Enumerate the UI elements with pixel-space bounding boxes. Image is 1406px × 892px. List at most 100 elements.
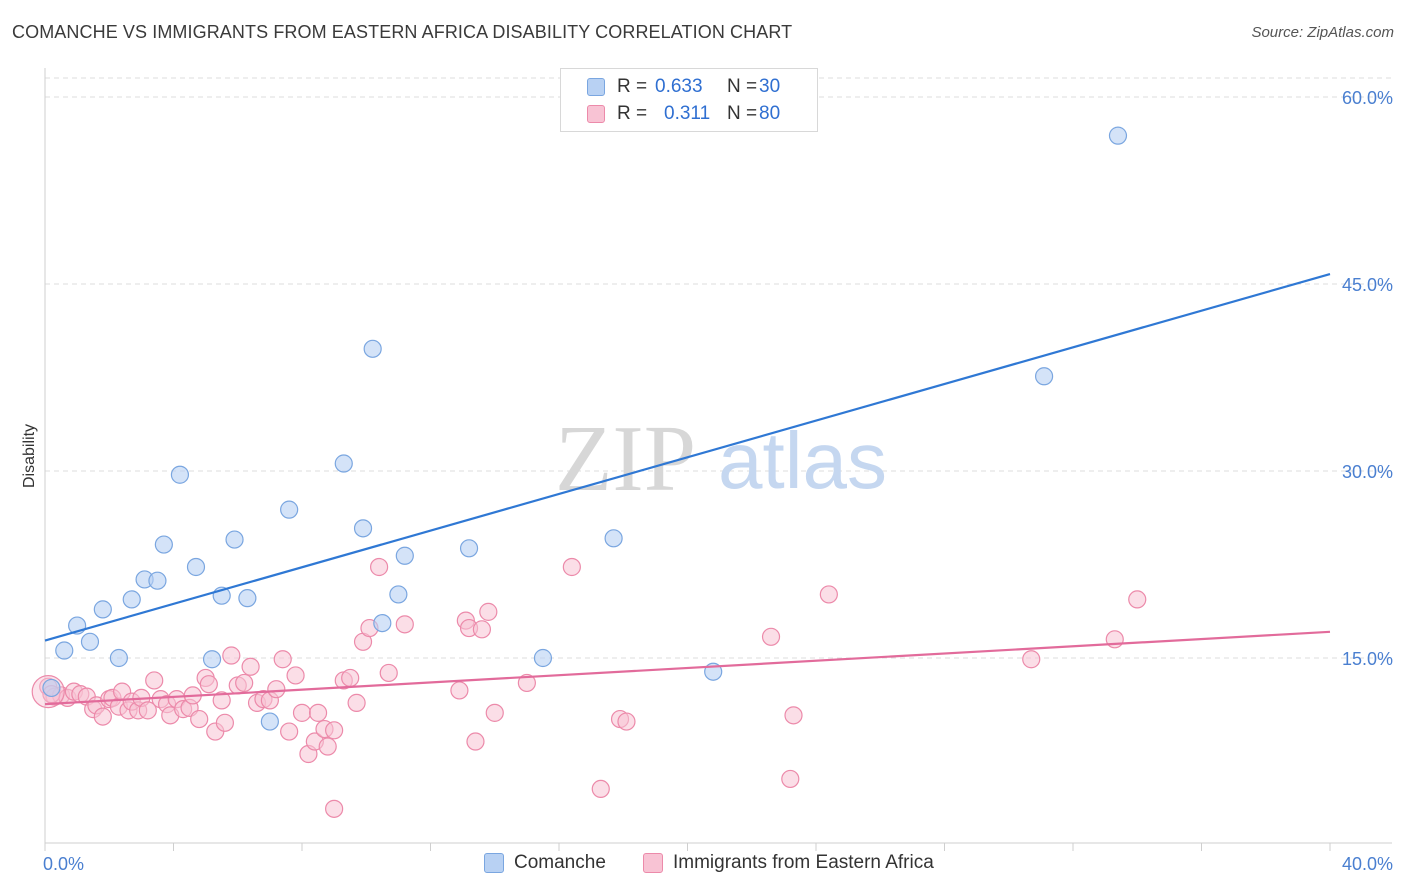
series-legend-immigrants[interactable]: Immigrants from Eastern Africa xyxy=(643,852,934,874)
immigrants-point xyxy=(781,769,800,789)
immigrants-point xyxy=(479,602,498,621)
immigrants-point xyxy=(308,703,328,722)
comanche-point xyxy=(533,648,553,668)
y-tick-label: 30.0% xyxy=(1342,462,1393,482)
comanche-point xyxy=(238,589,257,608)
comanche-point xyxy=(93,600,112,619)
immigrants-trend-line xyxy=(44,630,1331,706)
axis-labels: Disability 15.0% 30.0% 45.0% 60.0% 0.0% 40.0% xyxy=(21,88,1393,874)
immigrants-point xyxy=(472,620,491,639)
immigrants-point xyxy=(485,703,504,722)
immigrants-point xyxy=(267,680,286,699)
immigrants-point xyxy=(215,713,234,732)
y-tick-label: 60.0% xyxy=(1342,88,1393,108)
comanche-trend-line xyxy=(44,272,1331,642)
y-tick-label: 45.0% xyxy=(1342,275,1393,295)
comanche-point xyxy=(42,678,61,698)
source-label: Source: ZipAtlas.com xyxy=(1251,24,1394,41)
immigrants-point xyxy=(466,732,485,751)
immigrants-point xyxy=(395,615,414,634)
comanche-point xyxy=(280,500,299,519)
comanche-point xyxy=(1108,126,1128,145)
y-axis-label: Disability xyxy=(21,424,38,488)
immigrants-point xyxy=(784,706,803,725)
comanche-point xyxy=(109,648,128,668)
legend-n-value: 80 xyxy=(759,103,781,124)
immigrants-point xyxy=(591,779,610,799)
comanche-point xyxy=(122,590,141,609)
series-swatch-immigrants xyxy=(643,853,663,873)
immigrants-point xyxy=(379,663,398,683)
legend-r-label: R = xyxy=(617,76,648,97)
immigrants-point xyxy=(1128,590,1147,609)
comanche-point xyxy=(389,585,408,604)
immigrants-point xyxy=(222,646,241,665)
legend-row-comanche: R = 0.633 N = 30 xyxy=(587,74,780,100)
immigrants-point xyxy=(212,691,231,710)
series-legend: Comanche Immigrants from Eastern Africa xyxy=(0,852,1406,878)
comanche-point xyxy=(459,539,479,558)
immigrants-point xyxy=(517,673,536,693)
comanche-point xyxy=(353,519,373,538)
series-legend-comanche[interactable]: Comanche xyxy=(484,852,606,874)
comanche-point xyxy=(80,632,100,651)
immigrants-point xyxy=(318,737,337,756)
immigrants-point xyxy=(280,722,299,741)
immigrants-point xyxy=(286,666,305,685)
trend-lines xyxy=(44,272,1331,706)
series-legend-label: Immigrants from Eastern Africa xyxy=(673,852,934,873)
watermark-zip: ZIP xyxy=(555,407,696,511)
comanche-point xyxy=(154,535,173,554)
comanche-point xyxy=(334,454,353,473)
immigrants-point xyxy=(292,703,312,722)
comanche-point xyxy=(148,571,167,590)
immigrants-point xyxy=(761,627,781,646)
immigrants-point xyxy=(190,709,209,729)
immigrants-point xyxy=(138,701,157,720)
legend-swatch-comanche xyxy=(587,78,605,96)
immigrants-point xyxy=(450,681,469,700)
comanche-point xyxy=(373,613,392,633)
comanche-point xyxy=(170,465,190,484)
x-tick-label: 0.0% xyxy=(43,854,84,874)
immigrants-point xyxy=(273,650,292,669)
comanche-point xyxy=(363,339,382,358)
grid-lines xyxy=(45,77,1392,659)
correlation-legend: R = 0.633 N = 30 R = 0.311 N = 80 xyxy=(560,68,818,132)
watermark: ZIP atlas xyxy=(555,407,887,511)
immigrants-point xyxy=(341,668,360,688)
series-legend-label: Comanche xyxy=(514,852,606,873)
immigrants-point xyxy=(617,712,636,731)
immigrants-point xyxy=(93,707,112,726)
immigrants-point xyxy=(347,693,366,712)
chart-title: COMANCHE VS IMMIGRANTS FROM EASTERN AFRI… xyxy=(12,22,793,42)
axes xyxy=(44,68,1392,851)
legend-row-immigrants: R = 0.311 N = 80 xyxy=(587,101,780,127)
comanche-point xyxy=(55,641,74,660)
immigrants-point xyxy=(199,675,218,694)
series-swatch-comanche xyxy=(484,853,504,873)
comanche-points xyxy=(42,126,1128,731)
comanche-point xyxy=(186,557,206,577)
immigrants-point xyxy=(370,557,389,577)
immigrants-point xyxy=(241,657,260,676)
immigrants-point xyxy=(562,557,581,577)
comanche-point xyxy=(604,529,623,548)
watermark-atlas: atlas xyxy=(718,416,887,505)
comanche-point xyxy=(260,712,279,731)
immigrants-point xyxy=(235,673,254,693)
immigrants-point xyxy=(325,799,344,818)
legend-n-label: N = xyxy=(727,76,758,97)
comanche-point xyxy=(1034,367,1054,386)
legend-swatch-immigrants xyxy=(587,105,605,123)
comanche-point xyxy=(202,650,222,669)
legend-n-value: 30 xyxy=(759,76,781,97)
comanche-point xyxy=(225,530,244,549)
immigrants-point xyxy=(1022,650,1041,669)
comanche-point xyxy=(395,546,414,565)
immigrants-point xyxy=(819,585,838,604)
immigrants-point xyxy=(325,721,344,740)
legend-r-label: R = xyxy=(617,103,648,124)
y-tick-label: 15.0% xyxy=(1342,649,1393,669)
